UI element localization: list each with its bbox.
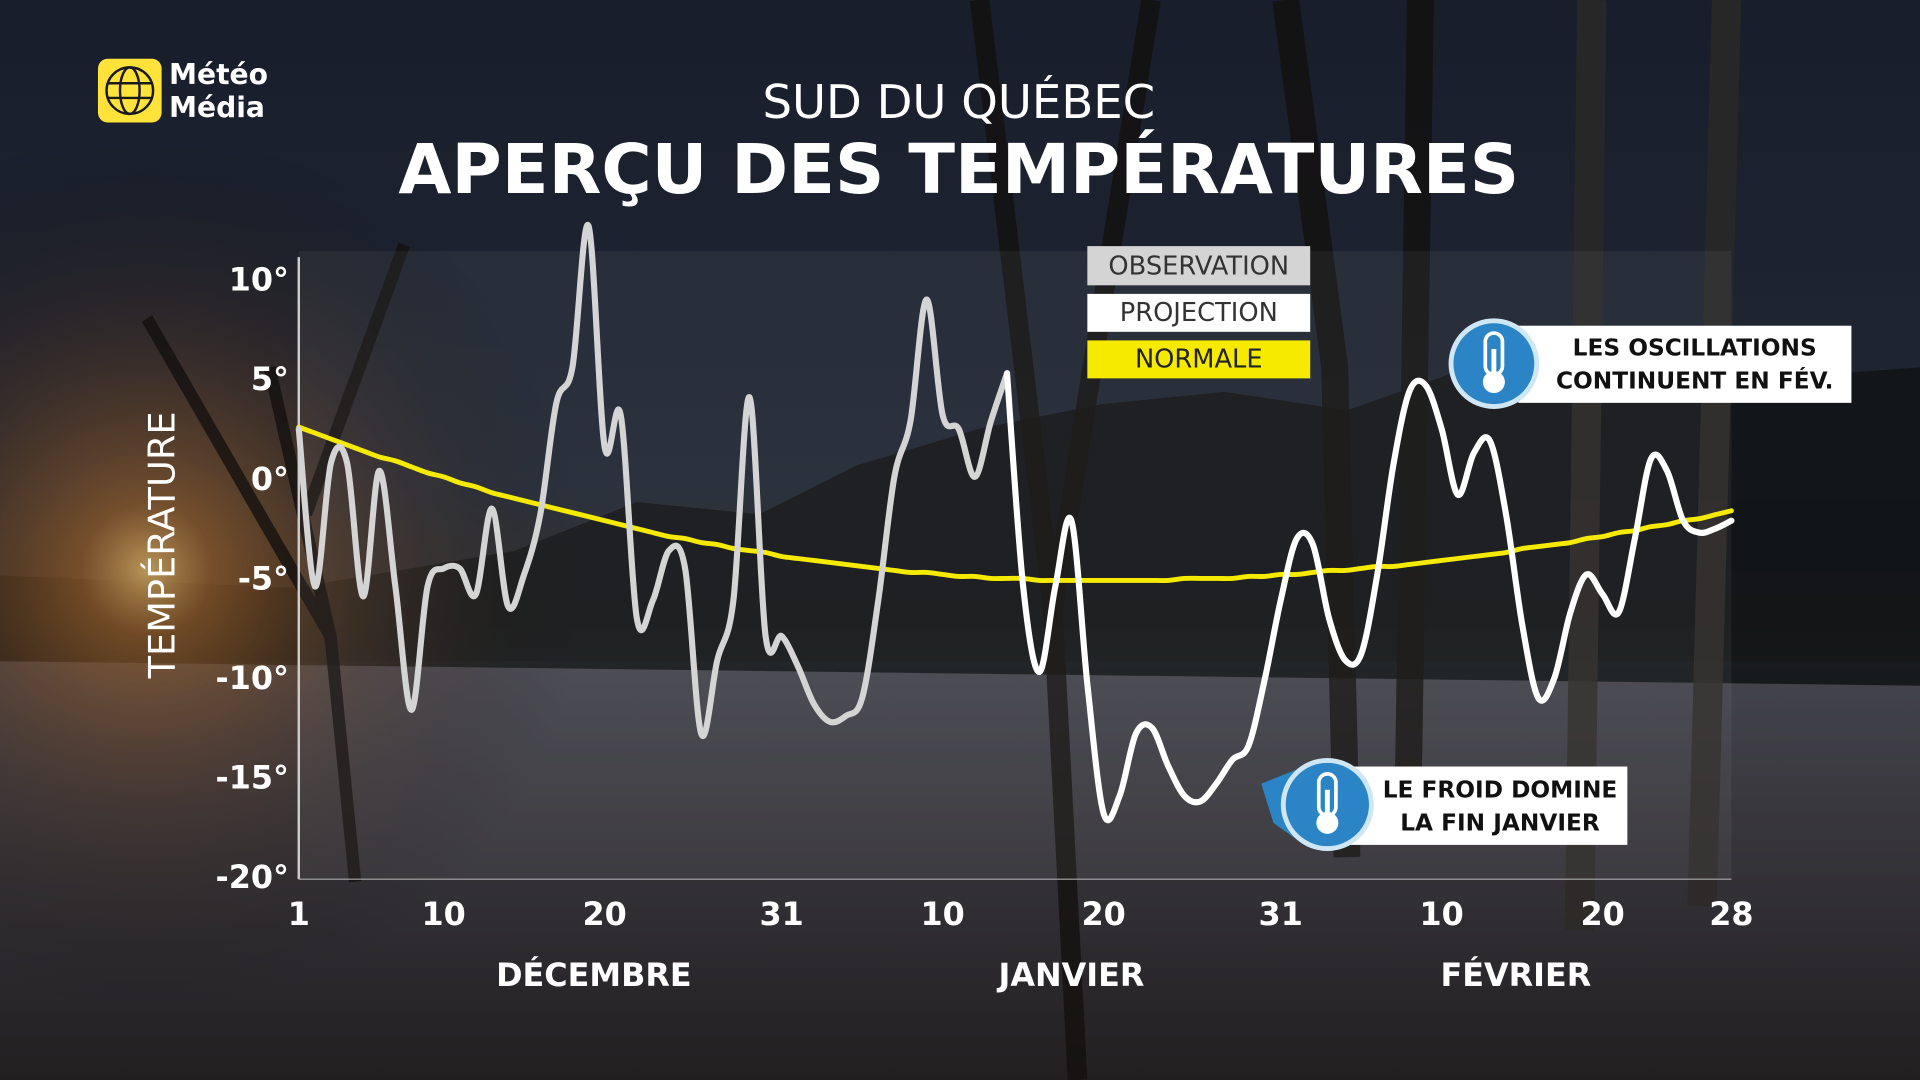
y-tick-label: 5° xyxy=(251,360,289,398)
x-tick-label: 1 xyxy=(288,895,310,933)
callout-box xyxy=(1518,325,1852,403)
logo-text: Météo xyxy=(169,58,268,91)
legend-label: NORMALE xyxy=(1135,345,1263,375)
series-line xyxy=(1003,370,1735,824)
x-tick-label: 10 xyxy=(921,895,965,933)
logo-globe xyxy=(105,66,155,116)
y-axis-title: TEMPÉRATURE xyxy=(140,411,184,679)
legend-swatch xyxy=(1087,293,1311,332)
x-tick-label: 20 xyxy=(582,895,626,933)
y-tick-label: -10° xyxy=(216,659,289,697)
series-line xyxy=(295,221,1011,740)
callout-text: LES OSCILLATIONS xyxy=(1573,334,1817,361)
x-tick-label: 28 xyxy=(1709,895,1753,933)
legend-swatch xyxy=(1087,340,1311,379)
x-tick-label: 31 xyxy=(1259,895,1303,933)
legend-label: OBSERVATION xyxy=(1108,251,1289,281)
x-tick-label: 31 xyxy=(760,895,804,933)
month-label: DÉCEMBRE xyxy=(496,956,691,994)
callout-text: LA FIN JANVIER xyxy=(1400,810,1600,837)
x-tick-label: 10 xyxy=(422,895,466,933)
lines xyxy=(295,221,1735,824)
callout-text: CONTINUENT EN FÉV. xyxy=(1556,367,1833,395)
legend-label: PROJECTION xyxy=(1120,298,1278,328)
y-tick-label: 0° xyxy=(251,460,289,498)
legend-swatch xyxy=(1087,246,1311,286)
y-tick-label: 10° xyxy=(229,261,289,299)
y-tick-label: -5° xyxy=(238,559,289,597)
chart-title: APERÇU DES TEMPÉRATURES xyxy=(398,128,1519,210)
x-tick-label: 20 xyxy=(1581,895,1625,933)
y-tick-label: -15° xyxy=(216,759,289,797)
y-tick-label: -20° xyxy=(216,858,289,896)
thermometer-icon xyxy=(1448,318,1540,409)
x-tick-label: 10 xyxy=(1420,895,1464,933)
thermometer-icon xyxy=(1280,757,1374,852)
month-label: FÉVRIER xyxy=(1441,956,1592,994)
x-tick-label: 20 xyxy=(1081,895,1125,933)
callout-text: LE FROID DOMINE xyxy=(1383,777,1618,804)
logo-text: Média xyxy=(169,91,265,124)
chart-subtitle: SUD DU QUÉBEC xyxy=(762,75,1155,129)
callout-box xyxy=(1346,766,1628,845)
month-label: JANVIER xyxy=(997,956,1145,994)
